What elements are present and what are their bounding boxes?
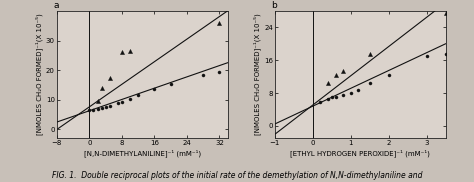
- Text: b: b: [272, 1, 277, 10]
- X-axis label: [N,N-DIMETHYLANILINE]⁻¹ (mM⁻¹): [N,N-DIMETHYLANILINE]⁻¹ (mM⁻¹): [83, 149, 201, 157]
- Text: a: a: [54, 1, 59, 10]
- X-axis label: [ETHYL HYDROGEN PEROXIDE]⁻¹ (mM⁻¹): [ETHYL HYDROGEN PEROXIDE]⁻¹ (mM⁻¹): [290, 149, 430, 157]
- Y-axis label: [NMOLES CH₂O FORMED]⁻¹(X 10⁻⁵): [NMOLES CH₂O FORMED]⁻¹(X 10⁻⁵): [253, 14, 261, 135]
- Y-axis label: [NMOLES CH₂O FORMED]⁻¹(X 10⁻⁵): [NMOLES CH₂O FORMED]⁻¹(X 10⁻⁵): [35, 14, 43, 135]
- Text: FIG. 1.  Double reciprocal plots of the initial rate of the demethylation of N,N: FIG. 1. Double reciprocal plots of the i…: [52, 171, 422, 180]
